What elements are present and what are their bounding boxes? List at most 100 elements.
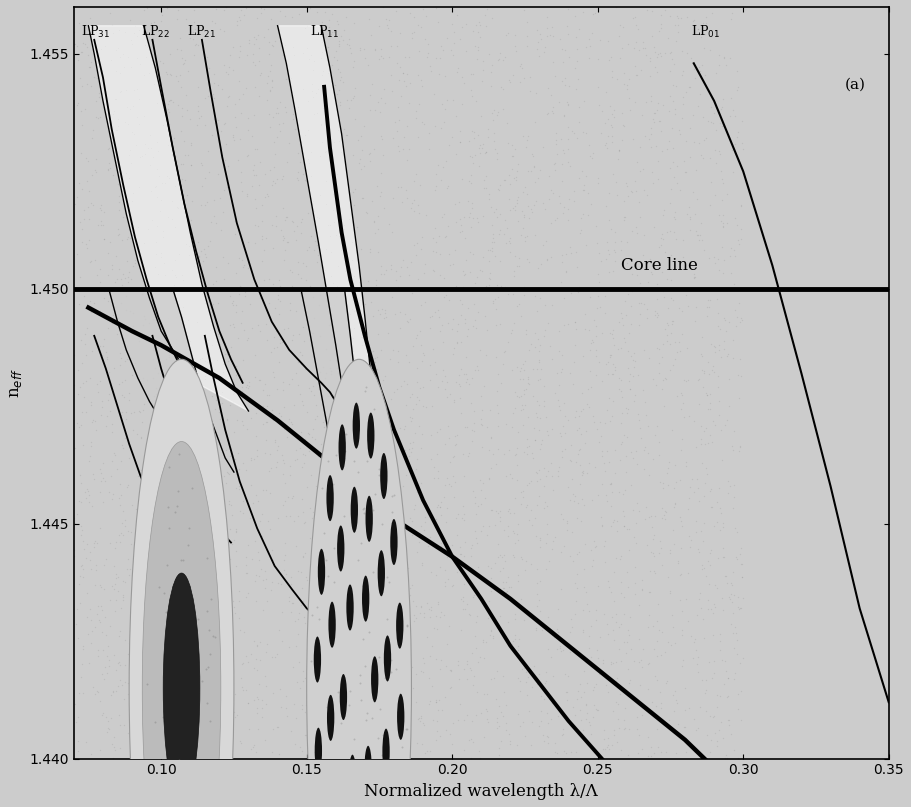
- Point: [136, 404, 150, 416]
- Point: [458, 367, 473, 380]
- Point: [723, 592, 738, 605]
- Point: [708, 282, 722, 295]
- Point: [132, 180, 147, 193]
- Point: [703, 199, 718, 211]
- Point: [391, 356, 405, 369]
- Point: [248, 143, 262, 156]
- Point: [703, 501, 718, 514]
- Point: [90, 269, 105, 282]
- Point: [112, 190, 127, 203]
- Point: [271, 407, 286, 420]
- Point: [658, 504, 672, 517]
- Point: [304, 596, 319, 609]
- Point: [186, 682, 200, 695]
- Point: [313, 550, 328, 563]
- Point: [705, 6, 720, 19]
- Point: [169, 332, 184, 345]
- Point: [464, 541, 478, 554]
- Point: [98, 40, 113, 52]
- Point: [304, 169, 319, 182]
- Point: [205, 27, 220, 40]
- Point: [454, 308, 468, 321]
- Point: [333, 73, 348, 86]
- Point: [636, 282, 650, 295]
- Point: [120, 677, 135, 690]
- Point: [201, 658, 216, 671]
- Point: [465, 538, 479, 551]
- Point: [450, 336, 465, 349]
- Point: [87, 329, 101, 342]
- Point: [351, 592, 365, 604]
- Point: [265, 404, 280, 416]
- Point: [84, 56, 98, 69]
- Point: [353, 676, 368, 689]
- Point: [692, 546, 707, 559]
- Point: [124, 34, 138, 47]
- Point: [145, 638, 159, 651]
- Point: [568, 404, 583, 417]
- Point: [598, 138, 612, 151]
- Point: [190, 236, 205, 249]
- Point: [74, 419, 88, 432]
- Point: [159, 498, 173, 511]
- Point: [504, 581, 518, 594]
- Point: [732, 391, 746, 404]
- Point: [250, 443, 264, 456]
- Point: [162, 118, 177, 131]
- Point: [159, 537, 174, 550]
- Point: [422, 143, 436, 156]
- Point: [486, 114, 500, 127]
- Point: [494, 705, 508, 718]
- Point: [125, 38, 139, 51]
- Point: [492, 549, 507, 562]
- Point: [145, 151, 159, 164]
- Point: [261, 69, 275, 82]
- Point: [614, 550, 629, 562]
- Point: [396, 629, 411, 642]
- Point: [620, 38, 635, 51]
- Point: [715, 731, 730, 744]
- Point: [322, 462, 336, 475]
- Point: [274, 700, 289, 713]
- Point: [302, 689, 316, 702]
- Point: [382, 50, 396, 63]
- Point: [120, 553, 135, 566]
- Point: [101, 163, 116, 176]
- Point: [424, 65, 438, 77]
- Point: [368, 516, 383, 529]
- Point: [156, 431, 170, 444]
- Point: [584, 380, 599, 393]
- Point: [404, 255, 418, 268]
- Point: [198, 91, 212, 104]
- Point: [220, 412, 235, 425]
- Point: [659, 505, 673, 518]
- Point: [231, 483, 246, 495]
- Point: [573, 404, 588, 417]
- Point: [701, 115, 715, 128]
- Point: [243, 412, 258, 424]
- Point: [470, 26, 485, 39]
- Point: [687, 14, 701, 27]
- Point: [532, 605, 547, 618]
- Point: [507, 536, 522, 549]
- Point: [333, 30, 348, 43]
- Point: [145, 569, 159, 582]
- Point: [675, 388, 690, 401]
- Point: [425, 309, 440, 322]
- Point: [527, 229, 542, 242]
- Point: [623, 368, 638, 381]
- Point: [417, 746, 432, 759]
- Point: [651, 343, 666, 356]
- Point: [305, 614, 320, 627]
- Point: [496, 562, 510, 575]
- Point: [722, 590, 736, 603]
- Point: [582, 400, 597, 413]
- Point: [213, 412, 228, 425]
- Point: [409, 696, 424, 709]
- Point: [728, 109, 742, 122]
- Point: [654, 22, 669, 35]
- Point: [146, 583, 160, 596]
- Point: [361, 523, 375, 536]
- Point: [427, 221, 442, 234]
- Point: [609, 615, 623, 628]
